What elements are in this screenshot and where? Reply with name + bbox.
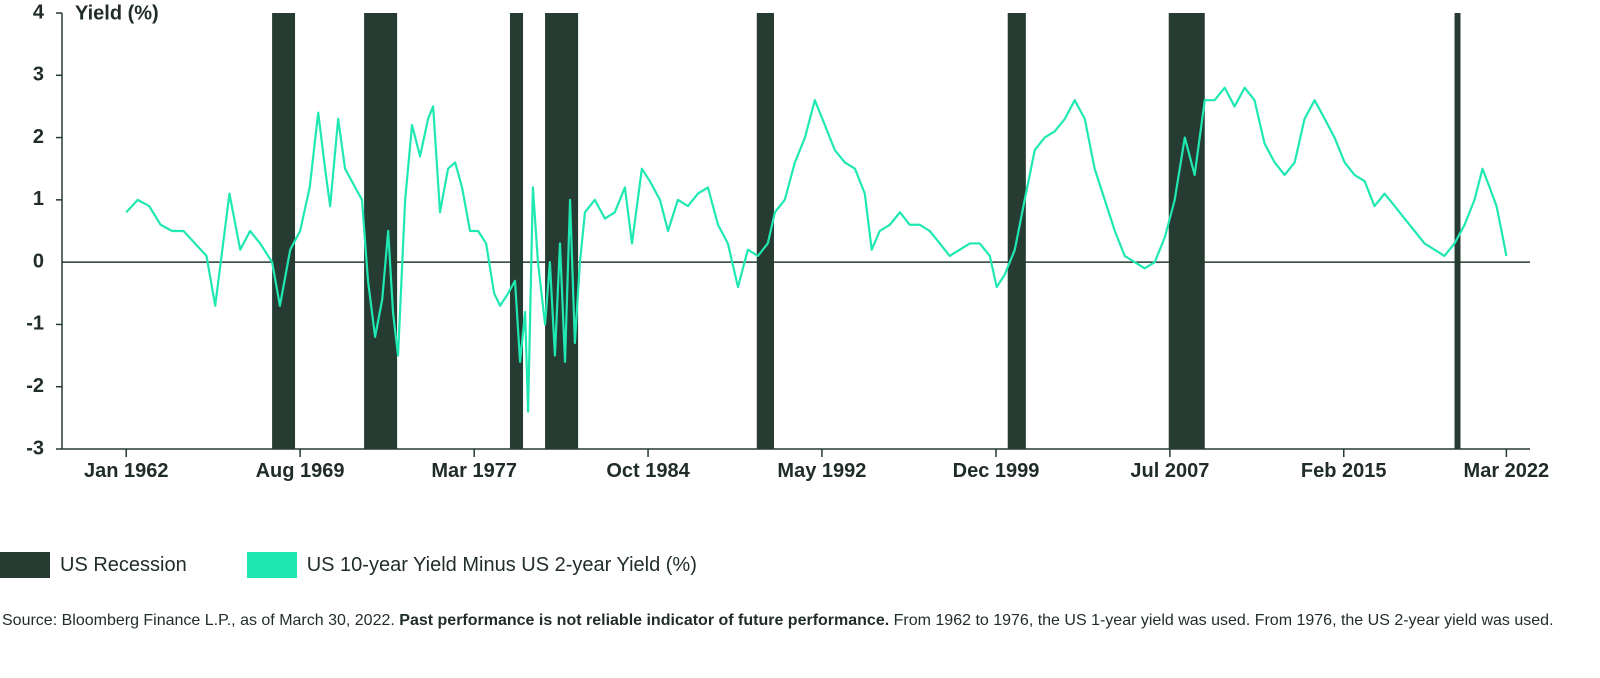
y-tick-label: -3 [26, 437, 44, 459]
x-tick-label: Jul 2007 [1130, 460, 1210, 482]
legend-label: US 10-year Yield Minus US 2-year Yield (… [306, 553, 697, 576]
recession-band [1007, 13, 1026, 449]
x-tick-label: Feb 2015 [1300, 460, 1387, 482]
legend: US Recession US 10-year Yield Minus US 2… [0, 552, 757, 578]
recession-band [1168, 13, 1205, 449]
x-tick-label: May 1992 [777, 460, 867, 482]
recession-band [756, 13, 774, 449]
y-tick-label: 0 [33, 250, 44, 272]
recession-band [364, 13, 398, 449]
x-tick-label: Mar 2022 [1463, 460, 1550, 482]
y-tick-label: 2 [33, 126, 44, 148]
y-tick-label: 3 [33, 64, 44, 86]
footnote-source: Source: Bloomberg Finance L.P., as of Ma… [2, 612, 395, 629]
legend-item: US 10-year Yield Minus US 2-year Yield (… [246, 552, 697, 578]
x-tick-label: Oct 1984 [606, 460, 690, 482]
x-tick-label: Jan 1962 [83, 460, 169, 482]
footnote-disclaimer: Past performance is not reliable indicat… [399, 612, 890, 629]
x-tick-label: Mar 1977 [431, 460, 517, 482]
recession-band [509, 13, 524, 449]
footnote-note: From 1962 to 1976, the US 1-year yield w… [893, 612, 1554, 629]
legend-item: US Recession [0, 552, 187, 578]
y-tick-label: -1 [26, 313, 44, 335]
chart: Yield (%) -3 -2 -1 0 1 2 3 4 [26, 1, 1530, 459]
recession-band [272, 13, 296, 449]
legend-swatch [0, 552, 50, 578]
chart-title: Yield (%) [75, 2, 159, 24]
yield-spread-line [125, 86, 1508, 413]
y-tick-label: 4 [33, 1, 45, 23]
legend-label: US Recession [60, 553, 187, 576]
x-tick-label: Aug 1969 [255, 460, 345, 482]
y-tick-label: -2 [26, 375, 44, 397]
legend-swatch [246, 552, 297, 578]
y-tick-label: 1 [33, 188, 44, 210]
recession-band [1454, 13, 1461, 449]
x-tick-label: Dec 1999 [952, 460, 1040, 482]
footnote: Source: Bloomberg Finance L.P., as of Ma… [2, 608, 1562, 634]
recession-band [545, 13, 579, 449]
